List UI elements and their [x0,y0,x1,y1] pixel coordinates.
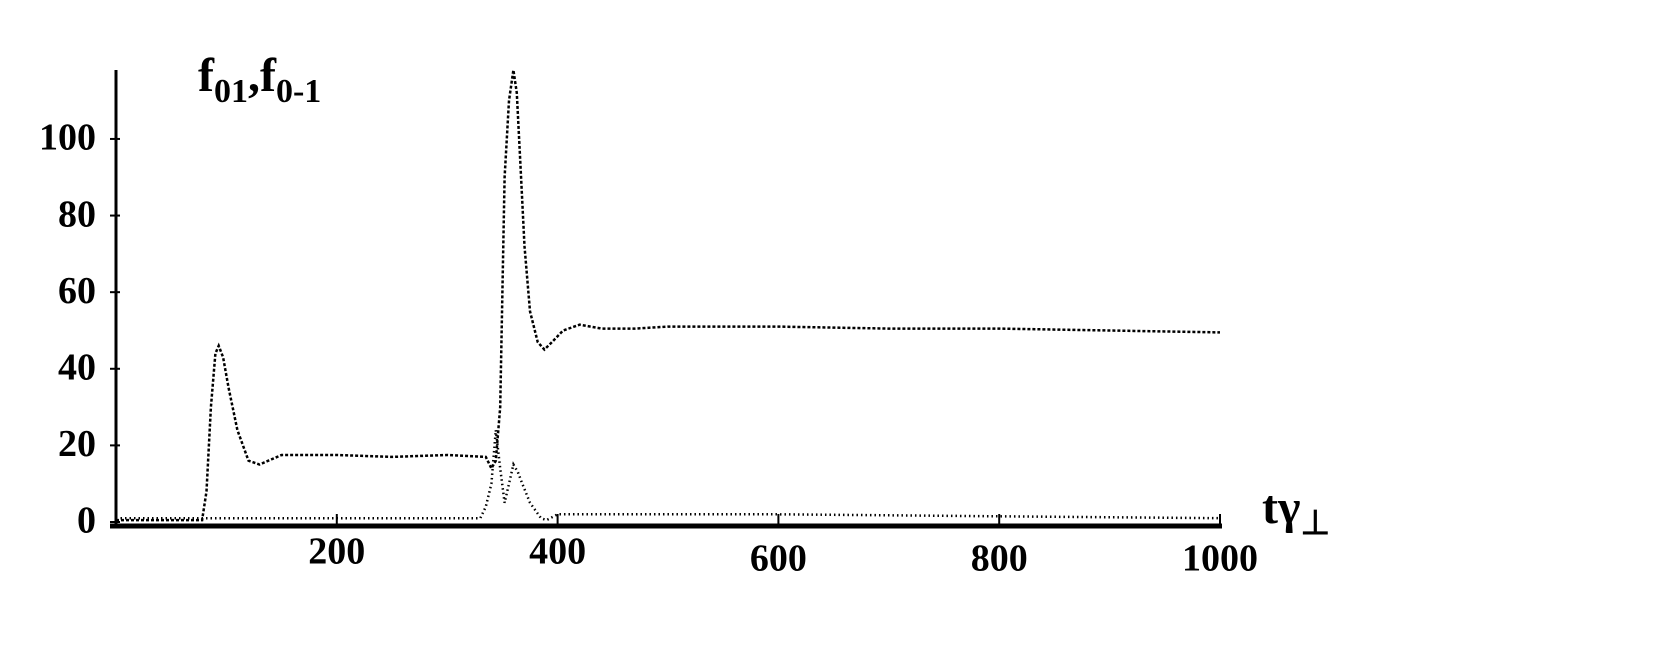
x-tick-label: 400 [529,531,586,573]
y-tick-label: 100 [39,117,96,159]
y-tick-label: 20 [58,423,96,465]
y-tick-label: 0 [77,500,96,542]
label-part: f [198,49,215,102]
x-tick-label: 600 [750,538,807,580]
x-tick-label: 200 [308,531,365,573]
y-tick-label: 80 [58,193,96,235]
y-axis-label: f01,f0-1 [198,49,321,110]
y-tick-label: 60 [58,270,96,312]
label-part: tγ [1262,481,1300,534]
label-part: 0-1 [276,73,321,110]
data-line [116,429,1221,522]
data-line [116,69,1221,522]
label-part: ,f [248,49,277,102]
y-tick-label: 40 [58,346,96,388]
label-part: 01 [214,73,248,110]
x-axis-label: tγ⊥ [1262,481,1330,542]
x-tick-label: 800 [971,538,1028,580]
x-tick-label: 1000 [1182,538,1258,580]
label-part: ⊥ [1300,505,1330,542]
